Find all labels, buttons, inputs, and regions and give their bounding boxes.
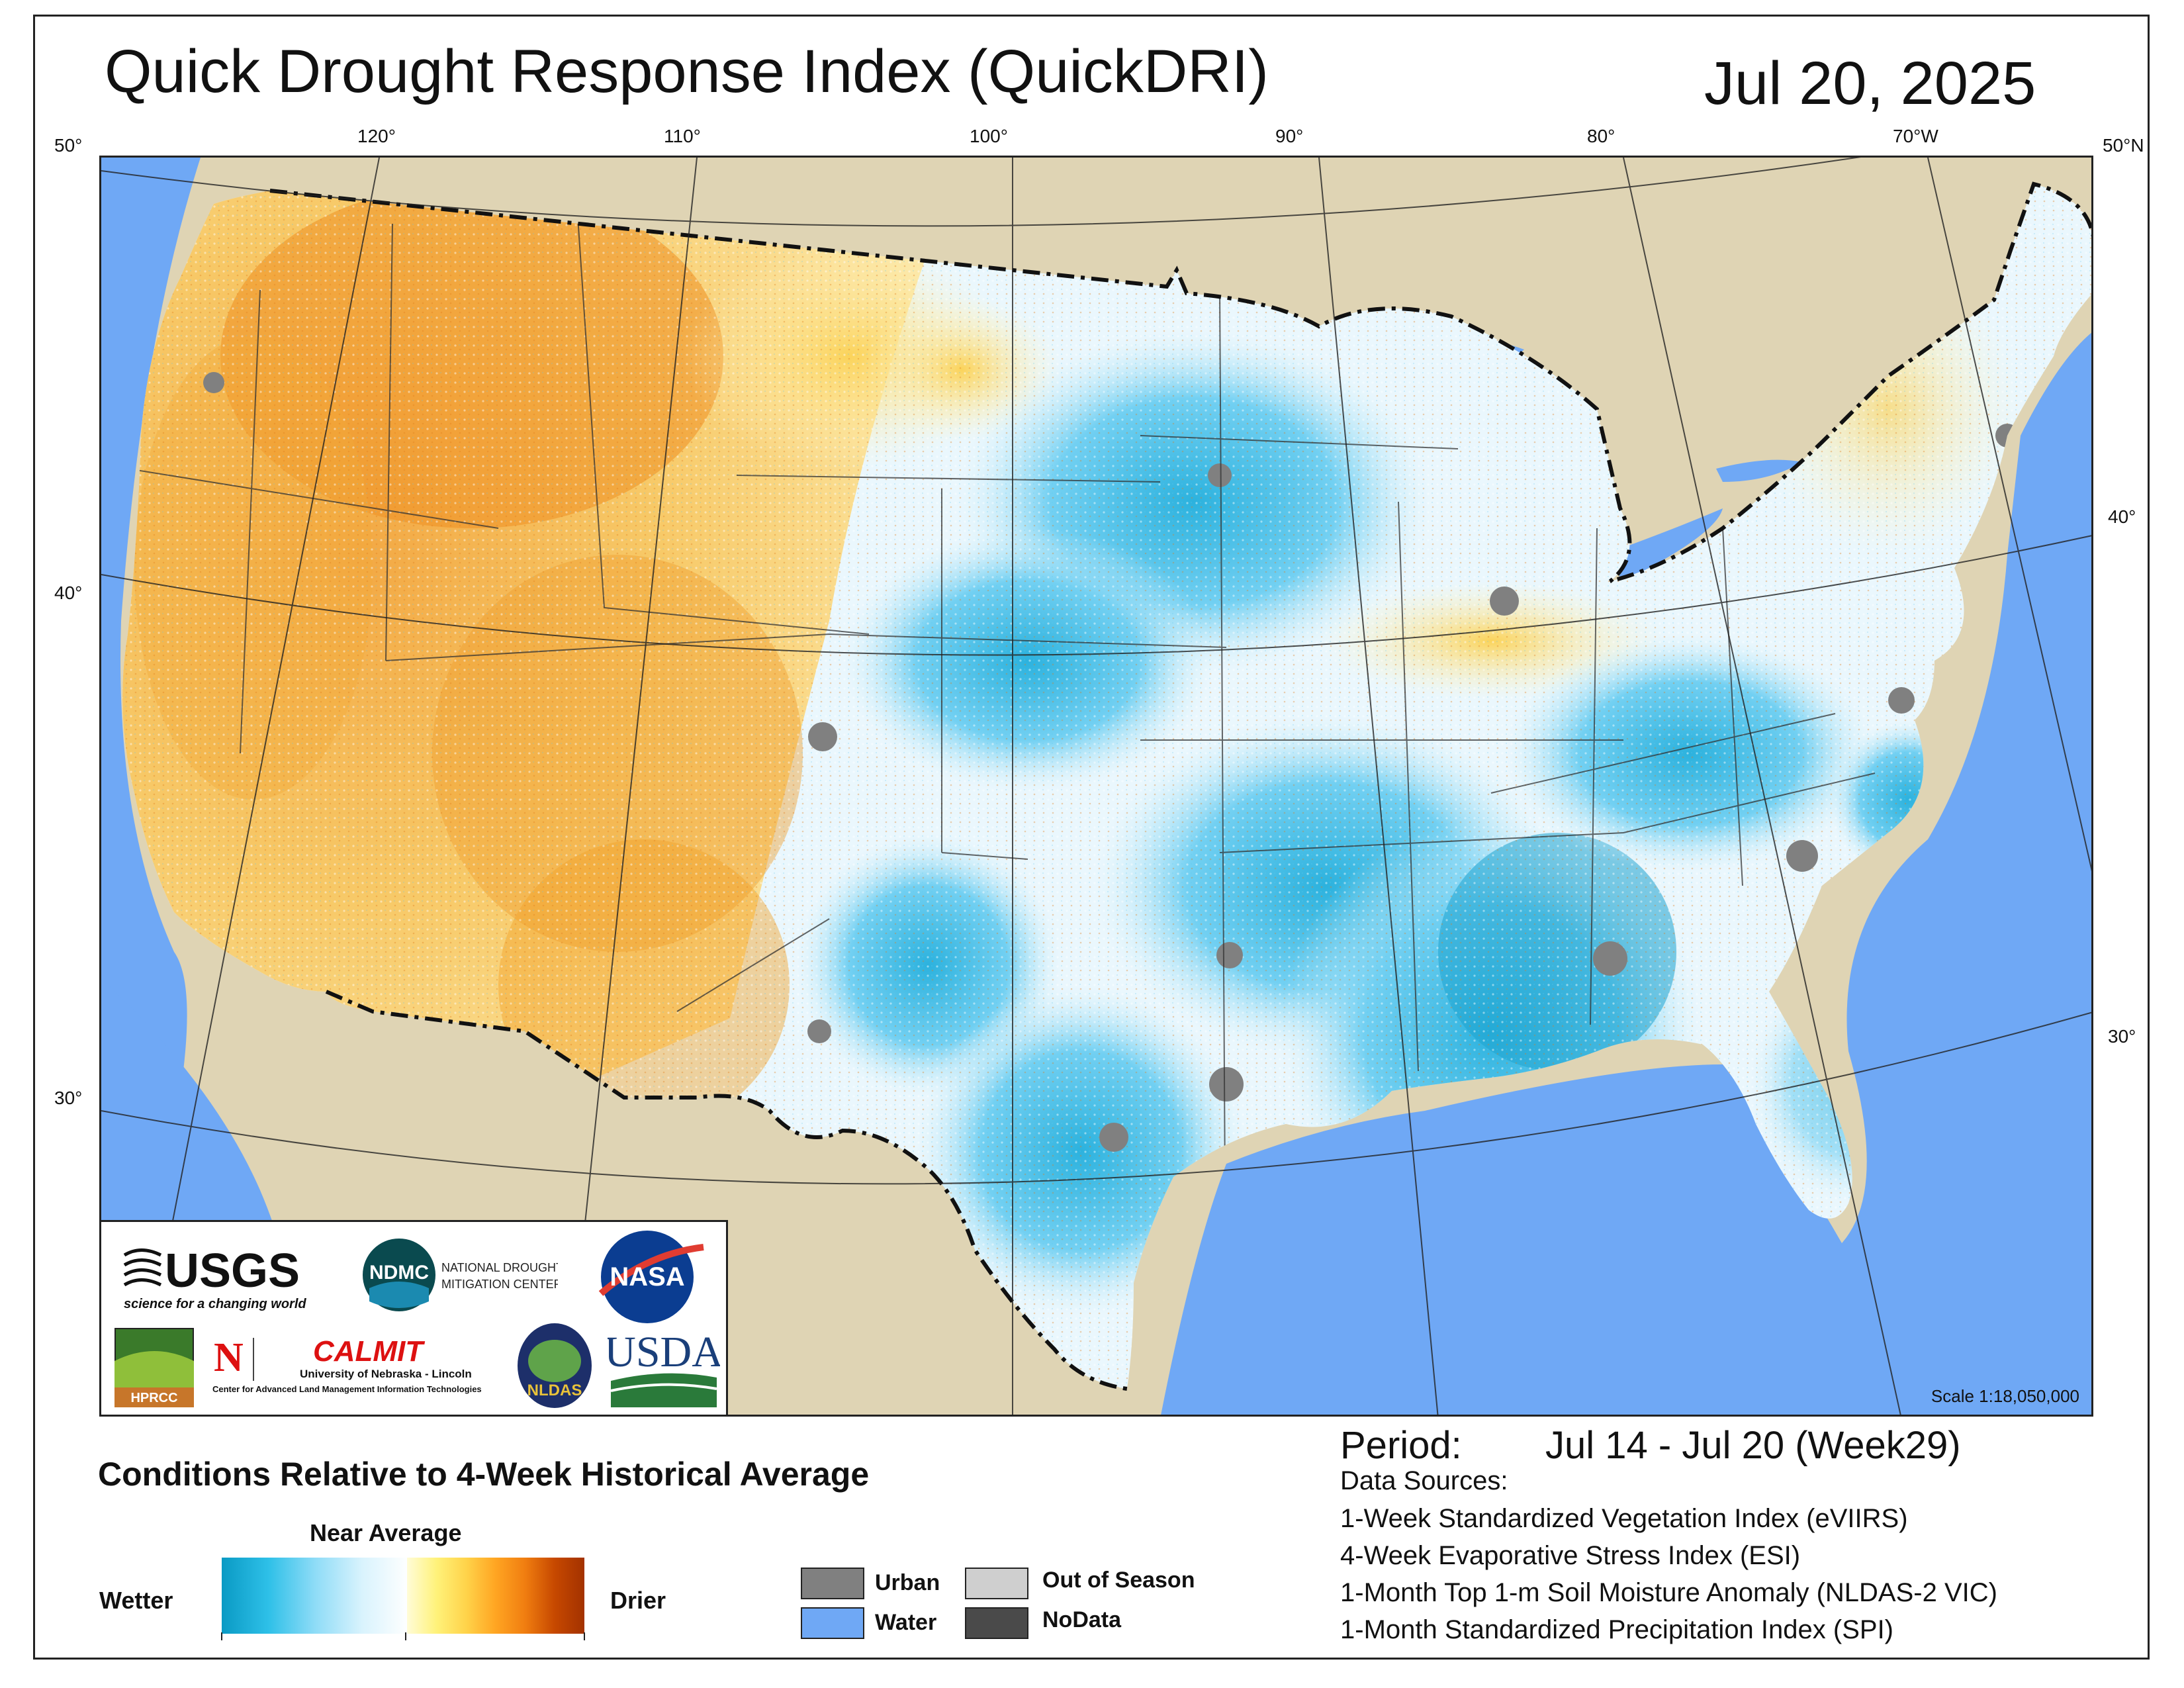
- ndmc-line1: NATIONAL DROUGHT: [441, 1261, 558, 1274]
- nebraska-n-icon: N: [214, 1335, 244, 1380]
- legend-swatch-out-of-season: [965, 1568, 1028, 1599]
- usda-logo: USDA: [604, 1328, 723, 1414]
- usgs-wordmark: USGS: [165, 1244, 300, 1297]
- lat-label-top-right: 50°N: [2103, 135, 2144, 156]
- nldas-logo: NLDAS: [515, 1321, 594, 1414]
- usgs-logo: USGS science for a changing world: [121, 1242, 313, 1318]
- data-source-item: 1-Week Standardized Vegetation Index (eV…: [1340, 1504, 1908, 1533]
- nasa-logo: NASA: [594, 1227, 707, 1330]
- canada-border: [269, 181, 2091, 583]
- drought-map: Scale 1:18,050,000: [99, 156, 2093, 1417]
- legend-drier: Drier: [610, 1587, 666, 1614]
- legend-swatch-nodata: [965, 1607, 1028, 1639]
- ndmc-logo: NDMC NATIONAL DROUGHT MITIGATION CENTER: [359, 1235, 563, 1318]
- lat-label-top-left: 50°: [54, 135, 83, 156]
- map-scale: Scale 1:18,050,000: [1931, 1386, 2079, 1406]
- lat-label-right-30: 30°: [2108, 1026, 2136, 1047]
- calmit-line1: University of Nebraska - Lincoln: [300, 1368, 472, 1380]
- legend-near-average: Near Average: [310, 1519, 462, 1546]
- page-title: Quick Drought Response Index (QuickDRI): [105, 38, 1269, 105]
- mexico-border: [325, 990, 1128, 1391]
- data-sources-heading: Data Sources:: [1340, 1466, 1508, 1495]
- calmit-wordmark: CALMIT: [313, 1335, 425, 1368]
- data-source-item: 1-Month Top 1-m Soil Moisture Anomaly (N…: [1340, 1578, 1997, 1607]
- lon-label-80: 80°: [1587, 126, 1615, 146]
- legend-title: Conditions Relative to 4-Week Historical…: [98, 1456, 870, 1493]
- ndmc-short: NDMC: [369, 1262, 429, 1284]
- lon-label-100: 100°: [970, 126, 1008, 146]
- lon-label-90: 90°: [1275, 126, 1304, 146]
- legend-ramp-drier: [407, 1558, 584, 1634]
- legend-ramp-wetter: [222, 1558, 409, 1634]
- legend-label-urban: Urban: [875, 1570, 940, 1595]
- lon-label-120: 120°: [357, 126, 396, 146]
- usgs-tagline: science for a changing world: [124, 1297, 306, 1311]
- lat-label-left-30: 30°: [54, 1088, 83, 1108]
- data-source-item: 1-Month Standardized Precipitation Index…: [1340, 1615, 1893, 1644]
- data-source-item: 4-Week Evaporative Stress Index (ESI): [1340, 1541, 1801, 1570]
- legend-wetter: Wetter: [99, 1587, 173, 1614]
- calmit-line2: Center for Advanced Land Management Info…: [212, 1384, 482, 1394]
- calmit-logo: N CALMIT University of Nebraska - Lincol…: [207, 1331, 485, 1401]
- partner-logos: USGS science for a changing world NDMC N…: [99, 1220, 728, 1417]
- legend-label-nodata: NoData: [1042, 1607, 1122, 1632]
- legend-label-water: Water: [875, 1610, 937, 1635]
- ndmc-line2: MITIGATION CENTER: [441, 1278, 558, 1291]
- graticule: [101, 158, 2091, 1415]
- lake-ontario: [1716, 459, 1802, 482]
- atlantic-and-gulf: [1161, 332, 2091, 1415]
- lon-label-110: 110°: [664, 126, 701, 146]
- map-frame: [33, 15, 2150, 1660]
- usda-wordmark: USDA: [608, 1328, 720, 1376]
- legend-label-out-of-season: Out of Season: [1042, 1568, 1195, 1593]
- period-value: Jul 14 - Jul 20 (Week29): [1545, 1424, 1961, 1467]
- period-label: Period:: [1340, 1424, 1462, 1467]
- lon-label-70w: 70°W: [1893, 126, 1938, 146]
- hprcc-wordmark: HPRCC: [130, 1391, 177, 1405]
- map-canvas: [101, 158, 2091, 1415]
- legend-ramp-ticks: [221, 1632, 585, 1640]
- nldas-wordmark: NLDAS: [527, 1382, 582, 1399]
- hprcc-logo: HPRCC: [114, 1328, 194, 1411]
- lat-label-left-40: 40°: [54, 583, 83, 603]
- nasa-wordmark: NASA: [610, 1262, 684, 1291]
- lat-label-right-40: 40°: [2108, 506, 2136, 527]
- legend-swatch-urban: [801, 1568, 864, 1599]
- map-date: Jul 20, 2025: [1704, 50, 2036, 117]
- lake-erie: [1604, 508, 1723, 581]
- legend-swatch-water: [801, 1607, 864, 1639]
